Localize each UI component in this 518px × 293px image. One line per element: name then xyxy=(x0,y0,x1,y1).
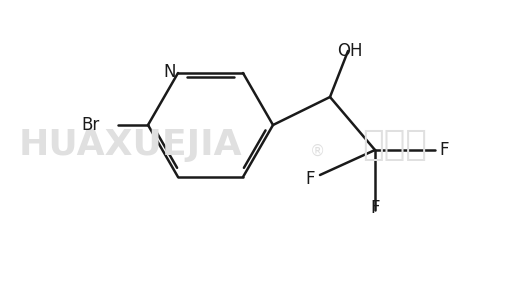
Text: OH: OH xyxy=(337,42,363,60)
Text: Br: Br xyxy=(82,116,100,134)
Text: F: F xyxy=(306,170,315,188)
Text: 化学加: 化学加 xyxy=(363,128,427,162)
Text: F: F xyxy=(370,199,380,217)
Text: ®: ® xyxy=(310,144,326,159)
Text: N: N xyxy=(164,63,176,81)
Text: HUAXUEJIA: HUAXUEJIA xyxy=(18,128,242,162)
Text: F: F xyxy=(439,141,449,159)
